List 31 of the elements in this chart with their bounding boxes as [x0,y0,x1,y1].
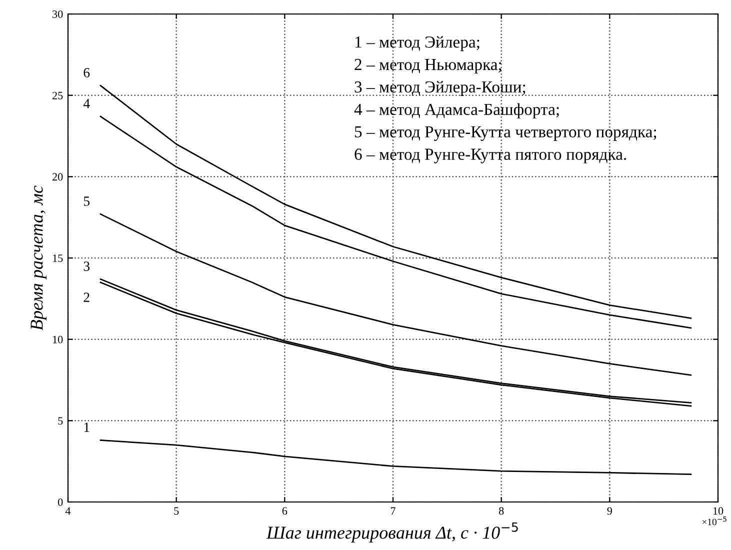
x-tick-label: 4 [65,507,71,515]
series-label: 3 [84,262,90,271]
annotation: 5 – метод Рунге-Кутта четвертого порядка; [354,126,656,141]
series-label: 5 [84,196,90,206]
y-tick-label: 30 [52,10,63,18]
annotation: 2 – метод Ньюмарка; [354,58,502,74]
line-series [100,439,692,476]
x-tick-label: 8 [498,507,504,515]
line-series [100,213,692,376]
y-axis-title: Время расчета, мс [30,186,46,330]
y-tick-label: 0 [58,498,63,506]
y-tick-label: 10 [53,336,63,344]
annotation: 3 – метод Эйлера-Коши; [354,81,526,96]
x-tick-label: 6 [282,507,288,515]
annotation: 4 – метод Адамса-Башфорта; [354,103,559,118]
series-label: 4 [83,99,90,108]
series-label: 2 [84,292,90,302]
text: ×10$^{−5}$ [702,516,726,526]
y-tick-label: 25 [52,92,63,100]
y-tick-label: 5 [58,417,63,425]
y-tick-label: 20 [52,173,63,181]
annotation: 6 – метод Рунге-Кутта пятого порядка. [354,148,626,164]
series-label: 6 [84,68,90,78]
x-tick-label: 7 [390,507,396,515]
x-tick-label: 9 [607,507,612,515]
annotation: 1 – метод Эйлера; [355,36,480,52]
y-tick-label: 15 [53,254,63,262]
x-tick-label: 5 [174,507,179,515]
x-tick-label: 10 [713,507,724,515]
x-axis-title: Шаг интегрирования Δt, с · 10$^{−5}$ [266,522,518,542]
series-label: 1 [84,422,90,432]
